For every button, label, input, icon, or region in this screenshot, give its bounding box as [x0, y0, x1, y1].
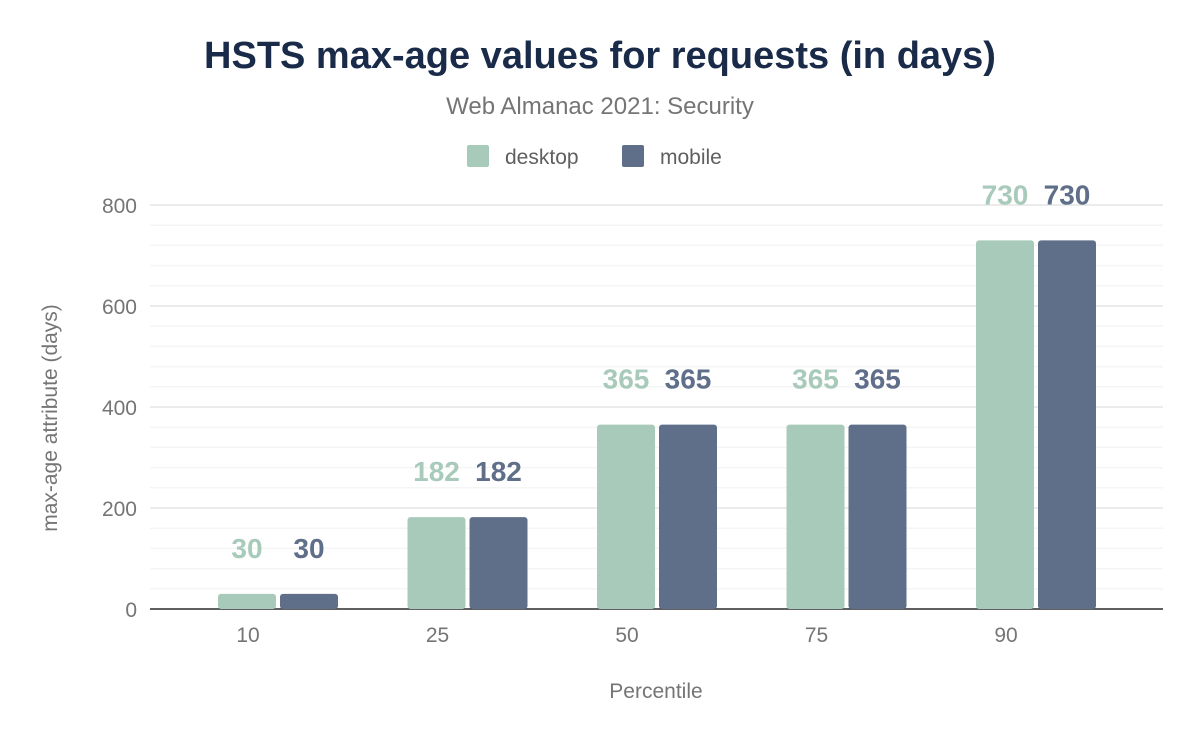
y-tick-label: 0 [125, 599, 137, 622]
legend-label-desktop: desktop [505, 146, 579, 169]
data-label-desktop-10: 30 [231, 533, 262, 564]
data-label-desktop-50: 365 [603, 364, 650, 395]
data-label-desktop-75: 365 [792, 364, 839, 395]
bar-desktop-25 [407, 517, 466, 609]
bar-mobile-25 [469, 517, 528, 609]
y-tick-label: 800 [102, 195, 137, 218]
data-label-mobile-10: 30 [293, 533, 324, 564]
y-tick-label: 600 [102, 296, 137, 319]
data-label-mobile-75: 365 [854, 364, 901, 395]
bar-mobile-90 [1038, 240, 1096, 609]
data-label-mobile-90: 730 [1044, 179, 1091, 210]
y-tick-label: 400 [102, 397, 137, 420]
y-axis-title: max-age attribute (days) [39, 304, 62, 532]
chart-subtitle: Web Almanac 2021: Security [446, 93, 754, 120]
bar-mobile-75 [848, 424, 907, 609]
data-label-desktop-90: 730 [982, 179, 1029, 210]
data-label-mobile-25: 182 [475, 456, 522, 487]
bar-desktop-75 [786, 424, 845, 609]
data-label-mobile-50: 365 [665, 364, 712, 395]
x-axis-title: Percentile [609, 680, 702, 703]
data-label-desktop-25: 182 [413, 456, 460, 487]
y-tick-label: 200 [102, 498, 137, 521]
legend-swatch-desktop [467, 145, 489, 167]
bar-desktop-90 [976, 240, 1034, 609]
chart-title: HSTS max-age values for requests (in day… [204, 35, 996, 77]
x-tick-label: 25 [426, 624, 449, 647]
legend-label-mobile: mobile [660, 146, 722, 169]
bar-desktop-10 [218, 593, 276, 609]
bar-mobile-50 [659, 424, 717, 609]
bar-mobile-10 [280, 593, 338, 609]
x-tick-label: 90 [994, 624, 1017, 647]
x-tick-label: 10 [236, 624, 259, 647]
legend-swatch-mobile [622, 145, 644, 167]
x-tick-label: 50 [615, 624, 638, 647]
bar-desktop-50 [597, 424, 655, 609]
x-tick-label: 75 [805, 624, 828, 647]
